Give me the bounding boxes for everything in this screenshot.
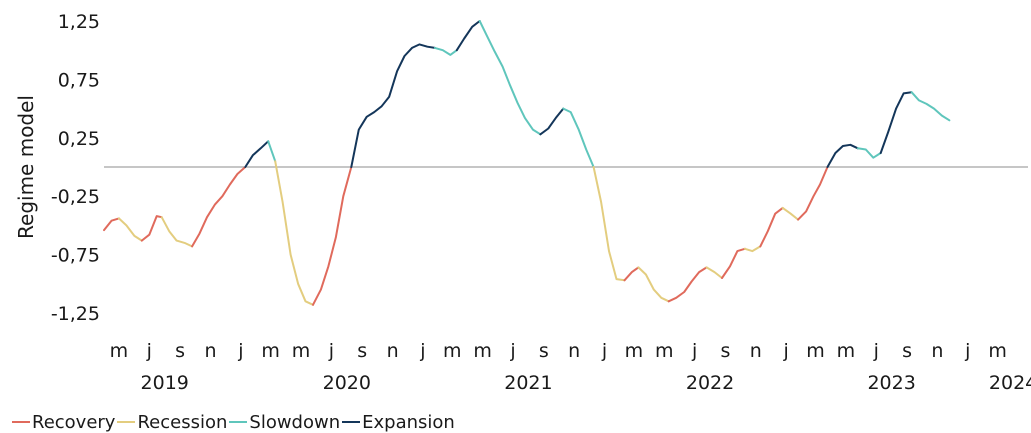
x-month-label: j bbox=[873, 340, 879, 362]
regime-series bbox=[103, 20, 951, 306]
series-segment-recession bbox=[592, 166, 626, 282]
legend-label: Recovery bbox=[32, 411, 116, 433]
series-segment-expansion bbox=[350, 43, 436, 168]
x-month-label: j bbox=[691, 340, 697, 362]
x-month-label: s bbox=[721, 340, 731, 362]
y-axis-label: Regime model bbox=[14, 95, 38, 239]
legend-label: Recession bbox=[137, 411, 228, 433]
x-month-label: m bbox=[625, 340, 644, 362]
x-year-label: 2022 bbox=[686, 372, 734, 394]
series-segment-recovery bbox=[797, 166, 829, 221]
series-segment-recession bbox=[705, 266, 723, 279]
x-year-label: 2023 bbox=[867, 372, 915, 394]
x-month-label: n bbox=[750, 340, 762, 362]
x-month-label: m bbox=[988, 340, 1007, 362]
x-month-label: m bbox=[655, 340, 674, 362]
x-month-label: n bbox=[204, 340, 216, 362]
x-month-label: m bbox=[806, 340, 825, 362]
x-month-label: j bbox=[146, 340, 152, 362]
x-month-label: m bbox=[110, 340, 129, 362]
series-segment-slowdown bbox=[910, 91, 951, 122]
y-axis-ticks: 1,25 0,75 0,25 -0,25 -0,75 -1,25 bbox=[51, 11, 100, 325]
series-segment-recovery bbox=[721, 247, 746, 279]
y-tick-label: -0,75 bbox=[51, 245, 100, 267]
series-segment-expansion bbox=[455, 20, 481, 52]
x-month-label: j bbox=[328, 340, 334, 362]
x-month-label: s bbox=[357, 340, 367, 362]
x-month-label: s bbox=[175, 340, 185, 362]
series-segment-expansion bbox=[826, 143, 859, 168]
legend-swatch bbox=[117, 421, 136, 423]
legend-item-expansion: Expansion bbox=[342, 412, 455, 433]
x-month-label: m bbox=[292, 340, 311, 362]
x-month-label: m bbox=[837, 340, 856, 362]
series-segment-slowdown bbox=[856, 147, 882, 159]
series-segment-expansion bbox=[244, 140, 270, 168]
series-segment-recovery bbox=[667, 266, 708, 303]
series-segment-recovery bbox=[312, 166, 353, 306]
x-month-label: n bbox=[387, 340, 399, 362]
x-month-label: m bbox=[443, 340, 462, 362]
legend-label: Expansion bbox=[362, 411, 455, 433]
series-segment-recovery bbox=[623, 266, 640, 282]
x-year-label: 2024 bbox=[989, 372, 1031, 394]
series-segment-recession bbox=[160, 216, 194, 248]
series-segment-recovery bbox=[103, 217, 120, 232]
series-segment-recession bbox=[117, 217, 143, 242]
x-month-label: n bbox=[931, 340, 943, 362]
x-year-label: 2021 bbox=[504, 372, 552, 394]
y-tick-label: -1,25 bbox=[51, 303, 100, 325]
series-segment-recovery bbox=[191, 166, 247, 248]
series-segment-recession bbox=[274, 160, 314, 306]
series-segment-slowdown bbox=[433, 46, 458, 56]
legend-item-recession: Recession bbox=[117, 412, 227, 433]
legend-swatch bbox=[12, 421, 30, 423]
x-month-label: s bbox=[902, 340, 912, 362]
x-month-label: j bbox=[964, 340, 970, 362]
series-segment-slowdown bbox=[267, 140, 277, 163]
legend-swatch bbox=[229, 421, 248, 423]
x-year-label: 2020 bbox=[323, 372, 371, 394]
series-segment-recovery bbox=[759, 206, 784, 248]
x-month-label: n bbox=[568, 340, 580, 362]
series-segment-slowdown bbox=[478, 20, 542, 136]
series-segment-recession bbox=[781, 206, 800, 221]
legend-item-recovery: Recovery bbox=[12, 412, 115, 433]
x-month-label: j bbox=[601, 340, 607, 362]
x-year-label: 2019 bbox=[141, 372, 189, 394]
x-month-label: m bbox=[261, 340, 280, 362]
y-tick-label: -0,25 bbox=[51, 186, 100, 208]
series-segment-recession bbox=[743, 245, 762, 253]
y-tick-label: 0,25 bbox=[58, 128, 100, 150]
legend-item-slowdown: Slowdown bbox=[229, 412, 340, 433]
series-segment-expansion bbox=[879, 91, 913, 154]
x-month-label: m bbox=[473, 340, 492, 362]
x-month-label: j bbox=[509, 340, 515, 362]
x-month-label: j bbox=[237, 340, 243, 362]
x-axis-year-labels: 2019 2020 2021 2022 2023 2024 bbox=[141, 372, 1031, 394]
series-segment-recession bbox=[637, 266, 670, 303]
y-tick-label: 0,75 bbox=[58, 69, 100, 91]
series-segment-slowdown bbox=[562, 107, 595, 168]
legend-swatch bbox=[342, 421, 361, 423]
x-month-label: j bbox=[783, 340, 789, 362]
series-segment-expansion bbox=[539, 107, 565, 136]
x-month-label: s bbox=[539, 340, 549, 362]
y-tick-label: 1,25 bbox=[58, 11, 100, 33]
legend-label: Slowdown bbox=[249, 411, 341, 433]
legend: Recovery Recession Slowdown Expansion bbox=[12, 411, 457, 433]
series-segment-recovery bbox=[140, 215, 163, 242]
x-month-label: j bbox=[419, 340, 425, 362]
